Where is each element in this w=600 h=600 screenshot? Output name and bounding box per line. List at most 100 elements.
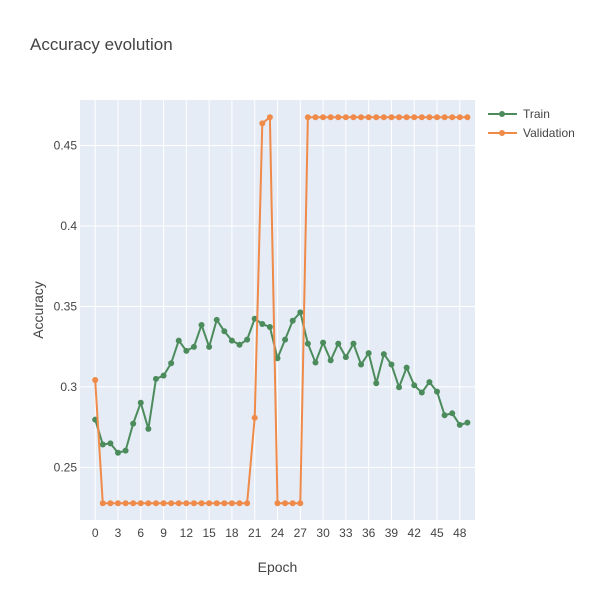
data-point xyxy=(175,337,182,344)
data-point xyxy=(350,340,357,347)
x-tick-label: 30 xyxy=(316,526,330,540)
data-point xyxy=(236,500,243,507)
x-tick-label: 21 xyxy=(248,526,262,540)
data-point xyxy=(388,114,395,121)
legend-item-train[interactable]: Train xyxy=(488,107,550,121)
x-tick-label: 0 xyxy=(92,526,99,540)
data-point xyxy=(396,114,403,121)
data-point xyxy=(160,372,167,379)
legend-item-validation[interactable]: Validation xyxy=(488,126,575,140)
data-point xyxy=(365,114,372,121)
y-tick-labels: 0.25 0.3 0.35 0.4 0.45 xyxy=(54,139,78,475)
series-layer xyxy=(92,114,471,507)
data-point xyxy=(274,355,281,362)
data-point xyxy=(198,500,205,507)
x-tick-label: 45 xyxy=(430,526,444,540)
legend-swatch-marker xyxy=(499,111,505,117)
data-point xyxy=(418,389,425,396)
data-point xyxy=(213,316,220,323)
data-point xyxy=(213,500,220,507)
data-point xyxy=(456,421,463,428)
data-point xyxy=(304,340,311,347)
data-point xyxy=(312,114,319,121)
data-point xyxy=(327,114,334,121)
data-point xyxy=(426,114,433,121)
data-point xyxy=(228,337,235,344)
data-point xyxy=(312,359,319,366)
data-point xyxy=(297,500,304,507)
data-point xyxy=(434,114,441,121)
x-tick-label: 3 xyxy=(115,526,122,540)
data-point xyxy=(99,500,106,507)
legend-label: Validation xyxy=(523,126,575,140)
x-tick-label: 39 xyxy=(385,526,399,540)
chart-title: Accuracy evolution xyxy=(30,35,173,54)
data-point xyxy=(403,114,410,121)
y-tick-label: 0.4 xyxy=(60,219,77,233)
data-point xyxy=(107,500,114,507)
data-point xyxy=(137,500,144,507)
y-tick-label: 0.45 xyxy=(54,139,78,153)
series-train xyxy=(92,309,471,456)
data-point xyxy=(441,412,448,419)
data-point xyxy=(456,114,463,121)
y-tick-label: 0.35 xyxy=(54,299,78,313)
legend-swatch-marker xyxy=(499,130,505,136)
data-point xyxy=(221,328,228,335)
data-point xyxy=(244,500,251,507)
data-point xyxy=(190,343,197,350)
x-axis-title: Epoch xyxy=(258,559,298,575)
data-point xyxy=(411,114,418,121)
y-axis-title: Accuracy xyxy=(30,281,46,339)
data-point xyxy=(206,343,213,350)
x-tick-label: 36 xyxy=(362,526,376,540)
x-tick-labels: 0 3 6 9 12 15 18 21 24 27 30 33 36 39 42 45 48 xyxy=(92,526,467,540)
y-tick-label: 0.3 xyxy=(60,380,77,394)
data-point xyxy=(327,357,334,364)
data-point xyxy=(266,324,273,331)
data-point xyxy=(251,315,258,322)
data-point xyxy=(274,500,281,507)
data-point xyxy=(289,317,296,324)
data-point xyxy=(396,384,403,391)
data-point xyxy=(289,500,296,507)
data-point xyxy=(130,420,137,427)
data-point xyxy=(137,399,144,406)
data-point xyxy=(380,114,387,121)
x-tick-label: 15 xyxy=(202,526,216,540)
data-point xyxy=(266,114,273,121)
y-tick-label: 0.25 xyxy=(54,460,78,474)
data-point xyxy=(122,447,129,454)
data-point xyxy=(244,336,251,343)
data-point xyxy=(168,500,175,507)
data-point xyxy=(152,375,159,382)
x-tick-label: 48 xyxy=(453,526,467,540)
x-tick-label: 42 xyxy=(408,526,422,540)
data-point xyxy=(236,341,243,348)
data-point xyxy=(342,114,349,121)
data-point xyxy=(145,425,152,432)
data-point xyxy=(145,500,152,507)
data-point xyxy=(350,114,357,121)
data-point xyxy=(175,500,182,507)
x-tick-label: 18 xyxy=(225,526,239,540)
data-point xyxy=(464,419,471,426)
data-point xyxy=(434,388,441,395)
data-point xyxy=(320,114,327,121)
data-point xyxy=(168,360,175,367)
data-point xyxy=(107,440,114,447)
data-point xyxy=(304,114,311,121)
data-point xyxy=(441,114,448,121)
data-point xyxy=(403,364,410,371)
data-point xyxy=(183,347,190,354)
data-point xyxy=(99,441,106,448)
data-point xyxy=(122,500,129,507)
data-point xyxy=(358,361,365,368)
series-validation xyxy=(92,114,471,507)
data-point xyxy=(342,354,349,361)
data-point xyxy=(198,321,205,328)
data-point xyxy=(183,500,190,507)
data-point xyxy=(114,500,121,507)
x-tick-label: 9 xyxy=(160,526,167,540)
x-tick-label: 6 xyxy=(137,526,144,540)
